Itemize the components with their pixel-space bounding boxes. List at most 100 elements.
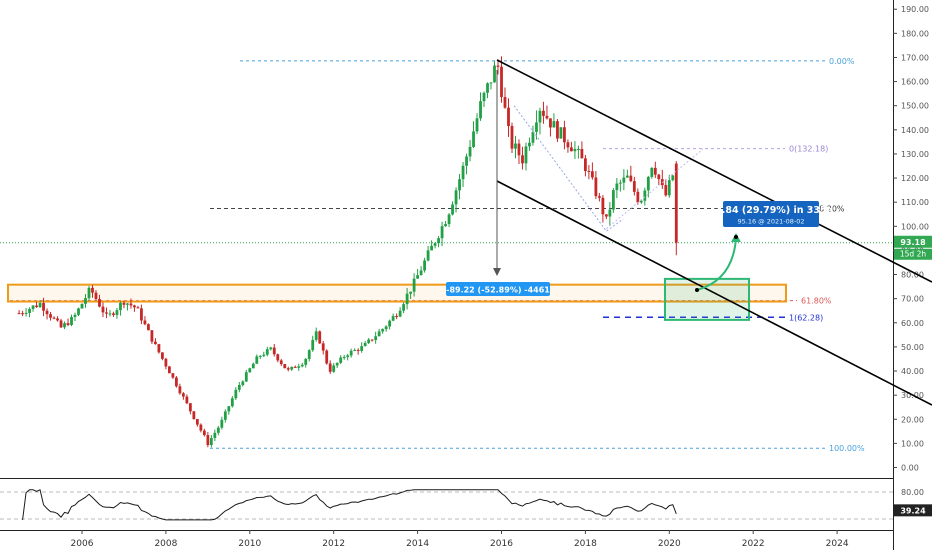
candle[interactable] [325,349,329,365]
candle[interactable] [161,352,164,361]
candle[interactable] [447,213,451,228]
candle[interactable] [458,173,461,200]
candle[interactable] [395,313,399,320]
candle[interactable] [503,87,507,109]
candle[interactable] [311,335,315,352]
candle[interactable] [625,169,629,178]
candle[interactable] [597,192,601,202]
candle[interactable] [269,346,273,351]
candle[interactable] [590,162,594,180]
candle[interactable] [241,380,245,387]
candle[interactable] [374,331,378,344]
candle[interactable] [290,366,294,371]
candle[interactable] [391,313,395,322]
candle[interactable] [251,362,255,369]
candle[interactable] [70,314,73,327]
candle[interactable] [353,348,357,352]
candle[interactable] [524,142,528,171]
candle[interactable] [38,300,42,309]
candle[interactable] [416,269,419,279]
candle[interactable] [360,342,364,353]
candle[interactable] [112,311,115,317]
candle[interactable] [255,354,259,364]
candle[interactable] [98,294,101,308]
candle[interactable] [77,307,80,317]
candle[interactable] [398,307,402,318]
candle[interactable] [188,402,192,415]
candle[interactable] [307,349,311,362]
candle[interactable] [45,308,49,320]
projection-connector[interactable] [606,148,704,230]
candle[interactable] [384,325,388,332]
candle[interactable] [664,179,668,197]
candle[interactable] [405,287,409,310]
candle[interactable] [472,121,475,149]
candle[interactable] [538,107,542,135]
candle[interactable] [21,310,24,317]
candle[interactable] [66,318,70,327]
measure-badge[interactable]: -89.22 (-52.89%) -4461 [446,282,550,296]
candle[interactable] [650,167,654,179]
candle[interactable] [646,175,650,198]
candle[interactable] [419,266,423,276]
candle[interactable] [206,432,210,448]
candle[interactable] [185,394,189,405]
candle[interactable] [440,221,444,247]
candle[interactable] [129,298,133,309]
candle[interactable] [49,311,52,321]
candle[interactable] [115,307,119,319]
candle[interactable] [244,369,248,383]
candle[interactable] [339,355,343,365]
candle[interactable] [521,146,524,170]
candle[interactable] [451,201,454,216]
candle[interactable] [528,137,531,151]
candle[interactable] [122,300,126,309]
candle[interactable] [514,135,517,159]
candle[interactable] [346,353,350,361]
candle[interactable] [370,339,374,342]
candle[interactable] [181,392,185,400]
candle[interactable] [531,125,535,146]
candle[interactable] [31,305,35,312]
candle[interactable] [108,310,112,317]
candle[interactable] [632,176,636,196]
candle[interactable] [573,141,577,159]
candle[interactable] [94,290,98,301]
candle[interactable] [199,423,203,433]
candle[interactable] [496,59,500,75]
candle[interactable] [209,434,213,448]
candle[interactable] [216,425,220,436]
candle[interactable] [213,429,217,442]
candle[interactable] [433,242,437,249]
candle[interactable] [227,405,231,415]
candle[interactable] [304,358,308,368]
candle[interactable] [618,179,622,192]
candle[interactable] [594,170,598,200]
candle[interactable] [24,308,28,317]
candle[interactable] [56,316,59,322]
candle[interactable] [262,351,266,358]
candle[interactable] [517,139,521,164]
candle[interactable] [258,355,262,359]
candle[interactable] [332,362,336,373]
candle[interactable] [426,245,430,262]
candle[interactable] [321,340,325,355]
candle[interactable] [580,141,584,159]
candle[interactable] [42,297,45,317]
target-zone-box[interactable] [664,277,750,321]
candle[interactable] [367,338,371,345]
candle[interactable] [154,338,157,345]
projection-tooltip[interactable]: 21.84 (29.79%) in 335d 95.16 @ 2021-08-02 [709,201,834,227]
candle[interactable] [119,301,122,316]
candle[interactable] [234,387,238,400]
candle[interactable] [671,174,675,182]
candle[interactable] [542,101,545,124]
candle[interactable] [105,307,108,319]
rsi-line[interactable] [22,489,677,521]
candle[interactable] [248,367,252,373]
candle[interactable] [587,165,591,180]
candle[interactable] [454,187,458,213]
projection-target-point[interactable] [734,235,738,239]
candle[interactable] [430,240,433,251]
candle[interactable] [174,375,178,388]
